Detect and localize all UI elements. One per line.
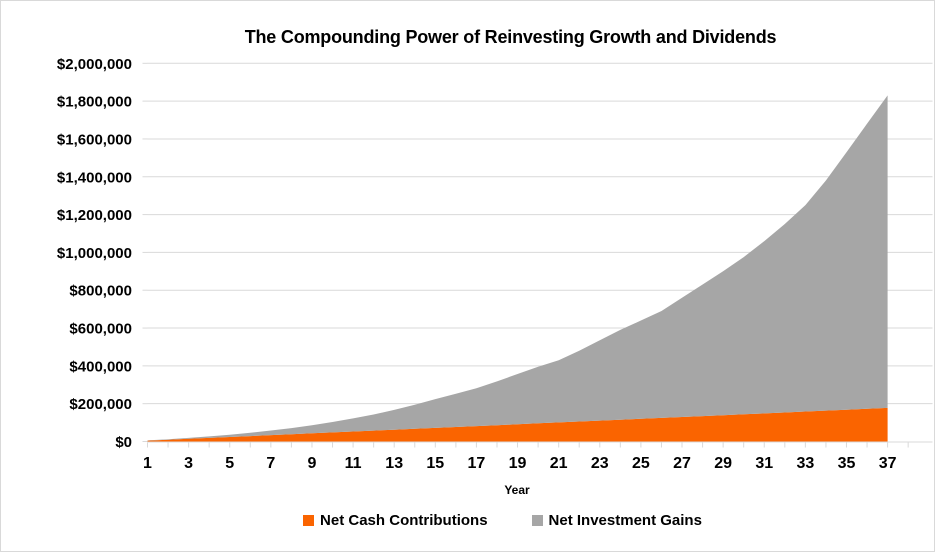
x-tick-label: 25	[632, 455, 650, 472]
x-tick-label: 29	[714, 455, 732, 472]
x-tick-label: 35	[838, 455, 856, 472]
x-axis-title: Year	[504, 483, 530, 497]
series-area-net-investment-gains[interactable]	[147, 95, 888, 441]
legend-item-net-investment-gains[interactable]: Net Investment Gains	[531, 512, 702, 529]
x-tick-label: 33	[796, 455, 814, 472]
legend-label-net-investment-gains: Net Investment Gains	[548, 512, 702, 529]
y-tick-label: $1,200,000	[57, 207, 132, 224]
legend-item-net-cash-contributions[interactable]: Net Cash Contributions	[303, 512, 488, 529]
y-tick-label: $1,400,000	[57, 169, 132, 186]
x-tick-label: 3	[184, 455, 193, 472]
x-tick-label: 37	[879, 455, 897, 472]
x-tick-label: 7	[266, 455, 275, 472]
series-area-net-cash-contributions[interactable]	[147, 407, 888, 442]
y-tick-label: $800,000	[69, 283, 132, 300]
x-tick-label: 17	[468, 455, 486, 472]
x-tick-label: 23	[591, 455, 609, 472]
x-tick-label: 9	[308, 455, 317, 472]
y-tick-label: $2,000,000	[57, 56, 132, 73]
y-tick-label: $1,800,000	[57, 94, 132, 111]
legend-swatch-gray	[531, 515, 543, 526]
x-tick-label: 31	[755, 455, 773, 472]
y-tick-label: $1,000,000	[57, 245, 132, 262]
y-tick-label: $1,600,000	[57, 131, 132, 148]
x-tick-label: 27	[673, 455, 691, 472]
x-tick-label: 19	[509, 455, 527, 472]
legend-label-net-cash-contributions: Net Cash Contributions	[320, 512, 488, 529]
y-tick-label: $400,000	[69, 358, 132, 375]
legend-swatch-orange	[303, 515, 315, 526]
x-tick-label: 21	[550, 455, 568, 472]
x-tick-label: 13	[385, 455, 403, 472]
x-tick-label: 15	[426, 455, 444, 472]
x-tick-label: 5	[225, 455, 234, 472]
chart-title: The Compounding Power of Reinvesting Gro…	[244, 27, 777, 47]
y-tick-label: $0	[115, 434, 132, 451]
x-tick-label: 11	[345, 455, 362, 472]
y-tick-label: $600,000	[69, 321, 132, 338]
x-tick-label: 1	[143, 455, 152, 472]
chart-legend: Net Cash Contributions Net Investment Ga…	[81, 512, 924, 529]
y-tick-label: $200,000	[69, 396, 132, 413]
